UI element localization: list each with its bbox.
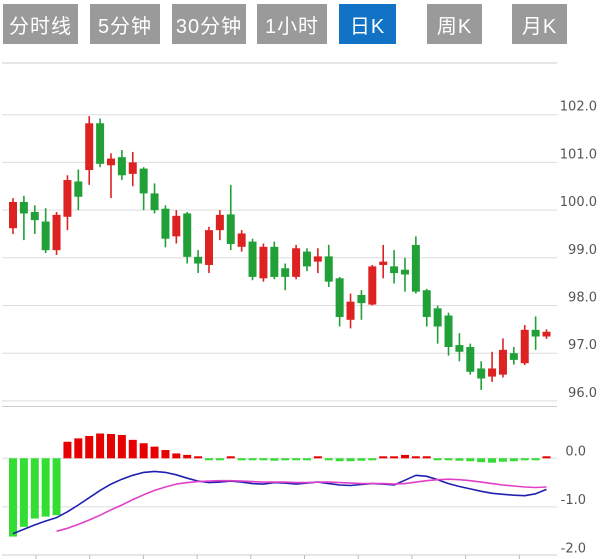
tab-weekly-k[interactable]: 周K — [427, 4, 482, 44]
macd-lines — [12, 470, 547, 535]
price-tick-label: 100.0 — [560, 195, 597, 210]
tab-daily-k[interactable]: 日K — [339, 4, 396, 44]
tab-30min[interactable]: 30分钟 — [172, 4, 246, 44]
axis-labels: 102.0 101.0 100.0 99.0 98.0 97.0 96.0 0.0 -1.0 -2… — [560, 100, 597, 557]
period-tab-bar: 分时线 5分钟 30分钟 1小时 日K 周K 月K — [3, 4, 567, 44]
price-tick-label: 99.0 — [568, 243, 597, 258]
macd-tick-label: 0.0 — [565, 444, 586, 459]
price-tick-label: 97.0 — [568, 338, 597, 353]
grid-lines — [2, 62, 557, 559]
price-tick-label: 98.0 — [568, 291, 597, 306]
price-tick-label: 96.0 — [568, 386, 597, 401]
macd-tick-label: -1.0 — [561, 493, 586, 508]
macd-tick-label: -2.0 — [561, 542, 586, 557]
tab-1hour[interactable]: 1小时 — [257, 4, 327, 44]
tab-5min[interactable]: 5分钟 — [90, 4, 160, 44]
candlestick-series — [9, 116, 551, 390]
tab-timeline[interactable]: 分时线 — [3, 4, 78, 44]
dea-line — [56, 478, 547, 532]
price-tick-label: 101.0 — [560, 147, 597, 162]
macd-histogram — [9, 433, 551, 537]
price-tick-label: 102.0 — [560, 100, 597, 115]
tab-monthly-k[interactable]: 月K — [512, 4, 567, 44]
